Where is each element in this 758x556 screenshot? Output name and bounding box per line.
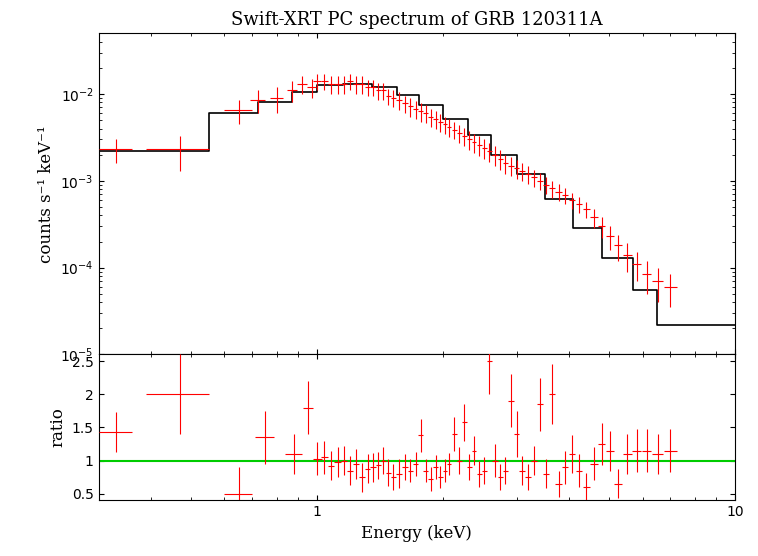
Y-axis label: counts s⁻¹ keV⁻¹: counts s⁻¹ keV⁻¹ (38, 125, 55, 262)
Title: Swift-XRT PC spectrum of GRB 120311A: Swift-XRT PC spectrum of GRB 120311A (231, 11, 603, 29)
Y-axis label: ratio: ratio (49, 408, 66, 448)
X-axis label: Energy (keV): Energy (keV) (362, 525, 472, 542)
